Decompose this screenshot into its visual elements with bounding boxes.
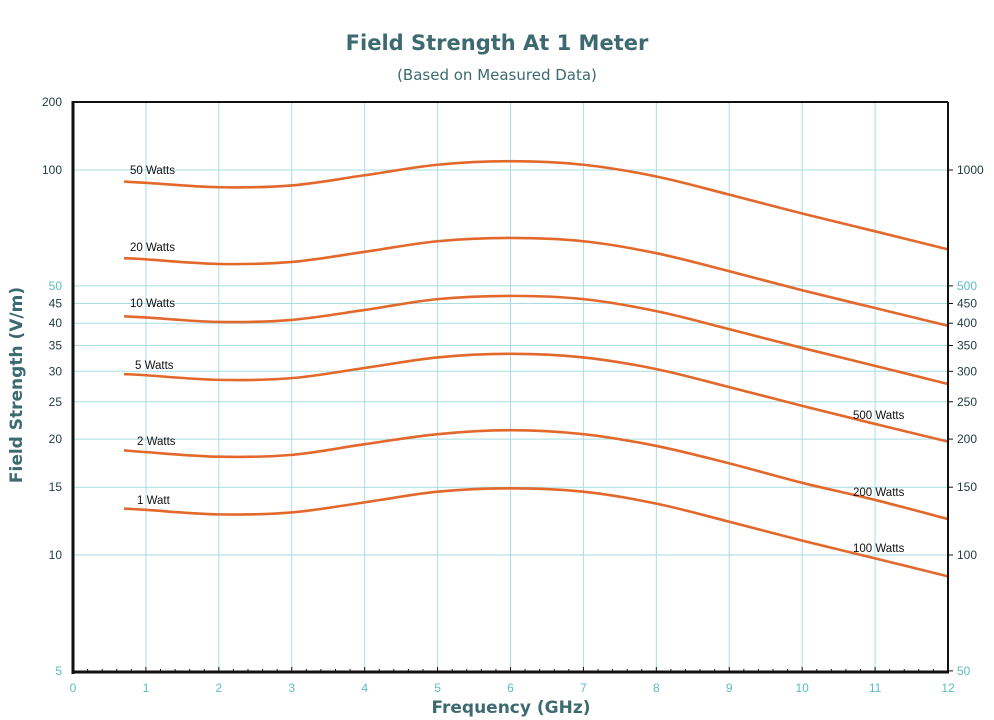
x-tick-label: 11 bbox=[869, 681, 882, 695]
y-tick-label-left: 35 bbox=[49, 339, 63, 353]
y-tick-label-right: 300 bbox=[957, 364, 977, 378]
annotation-label: 200 Watts bbox=[853, 487, 905, 499]
x-tick-label: 1 bbox=[143, 681, 150, 695]
y-tick-label-left: 45 bbox=[49, 297, 63, 311]
y-tick-label-left: 200 bbox=[42, 95, 62, 109]
series-label: 2 Watts bbox=[137, 436, 176, 448]
y-tick-label-left: 40 bbox=[49, 316, 63, 330]
y-tick-label-right: 250 bbox=[957, 395, 977, 409]
series-label: 1 Watt bbox=[137, 495, 171, 507]
y-tick-label-right: 500 bbox=[957, 279, 977, 293]
y-tick-label-left: 50 bbox=[49, 279, 63, 293]
y-tick-label-right: 1000 bbox=[957, 163, 984, 177]
labels: 0 1 2 3 4 5 6 7 8 9 10 11 12200100504540353025201510… bbox=[42, 95, 984, 695]
y-tick-label-left: 100 bbox=[42, 163, 62, 177]
series-curve-1-watt bbox=[123, 487, 949, 578]
y-axis-label: Field Strength (V/m) bbox=[7, 287, 27, 483]
y-tick-label-left: 10 bbox=[49, 548, 63, 562]
y-tick-label-right: 400 bbox=[957, 316, 977, 330]
series-curve-20-watts bbox=[123, 236, 949, 327]
series-curve-10-watts bbox=[123, 294, 949, 386]
axes bbox=[71, 101, 953, 674]
x-tick-label: 3 bbox=[288, 681, 295, 695]
series-curve-2-watts bbox=[123, 428, 949, 521]
y-tick-label-right: 450 bbox=[957, 297, 977, 311]
series-label: 5 Watts bbox=[135, 360, 174, 372]
y-tick-label-right: 50 bbox=[957, 664, 971, 678]
x-tick-label: 6 bbox=[507, 681, 514, 695]
x-tick-label: 10 bbox=[795, 681, 809, 695]
series-curve-50-watts bbox=[123, 159, 949, 251]
series-label: 10 Watts bbox=[130, 298, 175, 310]
chart-title: Field Strength At 1 Meter bbox=[346, 31, 649, 55]
gridlines bbox=[73, 102, 948, 672]
x-tick-label: 9 bbox=[726, 681, 733, 695]
y-tick-label-left: 25 bbox=[49, 395, 63, 409]
x-axis-label: Frequency (GHz) bbox=[431, 698, 590, 718]
x-tick-label: 8 bbox=[653, 681, 660, 695]
y-tick-label-left: 5 bbox=[55, 664, 62, 678]
y-tick-label-right: 350 bbox=[957, 339, 977, 353]
x-tick-label: 5 bbox=[434, 681, 441, 695]
curves bbox=[123, 159, 949, 578]
annotation-label: 500 Watts bbox=[853, 410, 905, 422]
x-tick-label: 0 bbox=[70, 681, 77, 695]
y-tick-label-right: 100 bbox=[957, 548, 977, 562]
series-label: 50 Watts bbox=[130, 165, 175, 177]
series-label: 20 Watts bbox=[130, 242, 175, 254]
series-curve-5-watts bbox=[123, 352, 949, 443]
x-tick-label: 7 bbox=[580, 681, 587, 695]
x-tick-label: 2 bbox=[215, 681, 222, 695]
y-tick-label-left: 30 bbox=[49, 364, 63, 378]
chart-subtitle: (Based on Measured Data) bbox=[397, 66, 597, 84]
y-tick-label-right: 150 bbox=[957, 480, 977, 494]
x-tick-label: 12 bbox=[941, 681, 955, 695]
x-tick-label: 4 bbox=[361, 681, 368, 695]
annotation-label: 100 Watts bbox=[853, 543, 905, 555]
y-tick-label-left: 20 bbox=[49, 432, 63, 446]
y-tick-label-right: 200 bbox=[957, 432, 977, 446]
y-tick-label-left: 15 bbox=[49, 480, 63, 494]
